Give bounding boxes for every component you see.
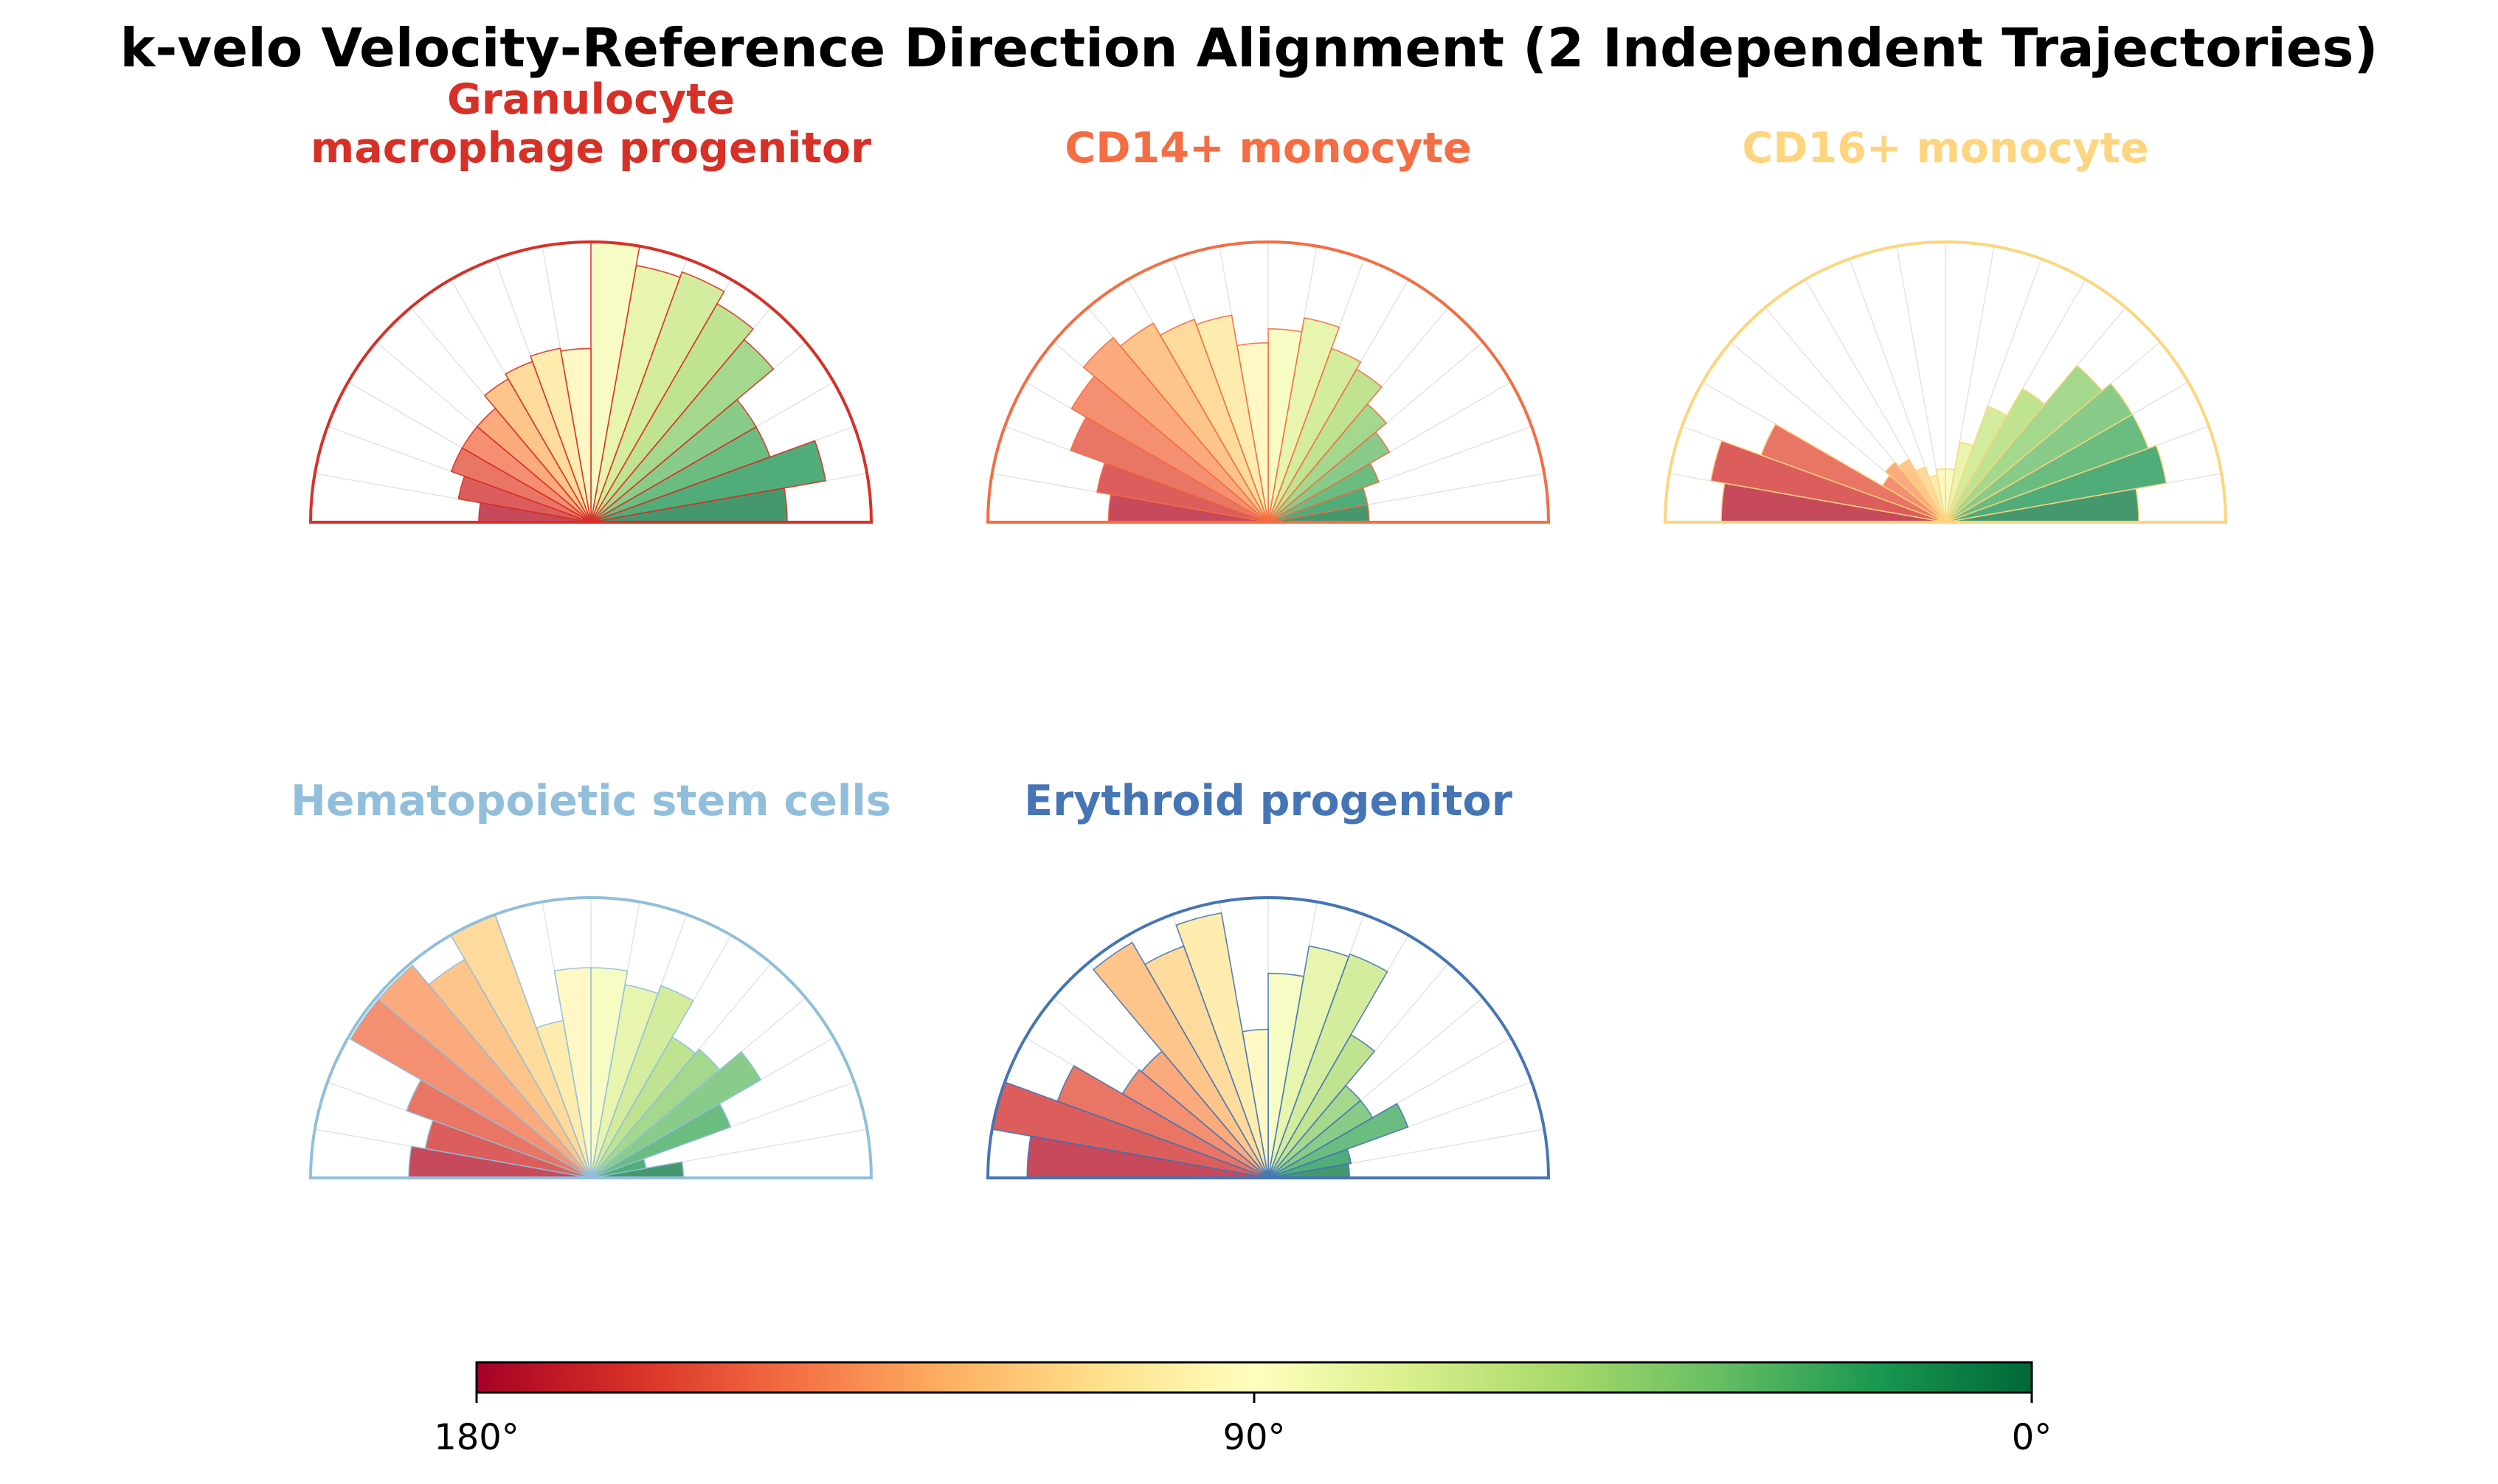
polar-panel: Erythroid progenitor xyxy=(986,777,1551,1179)
polar-panel: Hematopoietic stem cells xyxy=(291,777,891,1179)
polar-bar xyxy=(1945,445,2167,523)
polar-bar xyxy=(457,475,592,523)
polar-bar xyxy=(530,347,592,523)
polar-bar xyxy=(590,1050,762,1179)
colorbar: 180° 90° 0° xyxy=(434,1361,2052,1458)
panel-title-line: macrophage progenitor xyxy=(311,124,871,173)
figure-title: k-velo Velocity-Reference Direction Alig… xyxy=(120,17,2378,79)
polar-bar xyxy=(1092,941,1269,1179)
panel-title-cd16-monocyte: CD16+ monocyte xyxy=(1742,124,2148,173)
polar-bar xyxy=(1709,440,1946,523)
panel-title-erythroid-progenitor: Erythroid progenitor xyxy=(1024,777,1512,825)
polar-bar xyxy=(483,378,592,523)
polar-bar xyxy=(1267,945,1350,1179)
panel-title-line: CD16+ monocyte xyxy=(1742,124,2148,173)
polar-frame xyxy=(1663,240,2228,524)
polar-bar xyxy=(350,999,592,1179)
polar-frame xyxy=(308,896,873,1179)
polar-bar xyxy=(1267,972,1305,1179)
polar-bar xyxy=(1945,441,1974,523)
polar-frame xyxy=(308,240,873,524)
panel-title-cd14-monocyte: CD14+ monocyte xyxy=(1065,124,1471,173)
polar-bar xyxy=(1070,375,1269,523)
colorbar-tick-label-180: 180° xyxy=(434,1417,519,1458)
panel-title-line: Erythroid progenitor xyxy=(1024,777,1512,825)
polar-bar xyxy=(1267,953,1388,1179)
polar-bar xyxy=(1945,382,2134,523)
polar-bar xyxy=(1070,416,1269,523)
polar-panel: Granulocyte macrophage progenitor xyxy=(308,75,873,524)
colorbar-tick-label-0: 0° xyxy=(2012,1417,2052,1458)
polar-bar xyxy=(1884,461,1946,523)
polar-panel: CD14+ monocyte xyxy=(986,124,1551,524)
polar-bar xyxy=(406,1078,592,1179)
polar-panel: CD16+ monocyte xyxy=(1663,124,2228,524)
polar-bar xyxy=(450,447,592,523)
polar-bar xyxy=(1945,387,2046,523)
panel-title-line: CD14+ monocyte xyxy=(1065,124,1471,173)
polar-bar xyxy=(590,440,827,523)
panel-title-hematopoietic-stem-cells: Hematopoietic stem cells xyxy=(291,777,891,825)
polar-bar xyxy=(1945,364,2103,523)
polar-bar xyxy=(1267,317,1340,523)
colorbar-gradient xyxy=(475,1361,2033,1394)
panels: Granulocyte macrophage progenitor CD14+ mo… xyxy=(291,75,2228,1179)
polar-bar xyxy=(1082,336,1269,523)
panel-title-line: Hematopoietic stem cells xyxy=(291,777,891,825)
panel-title-line: Granulocyte xyxy=(447,75,735,124)
polar-frame xyxy=(986,240,1551,524)
polar-bar xyxy=(1175,912,1269,1179)
polar-bar xyxy=(590,1048,721,1179)
panel-title-granulocyte-macrophage-progenitor: Granulocyte macrophage progenitor xyxy=(311,75,871,173)
polar-bar xyxy=(590,985,694,1179)
polar-bar xyxy=(1945,405,2008,523)
polar-bar xyxy=(590,271,725,523)
polar-bar xyxy=(1267,1103,1409,1179)
polar-bar xyxy=(505,361,592,523)
polar-frame xyxy=(986,896,1551,1179)
polar-bar xyxy=(1267,327,1303,523)
polar-bar xyxy=(1096,462,1269,523)
colorbar-tick-label-90: 90° xyxy=(1222,1417,1285,1458)
